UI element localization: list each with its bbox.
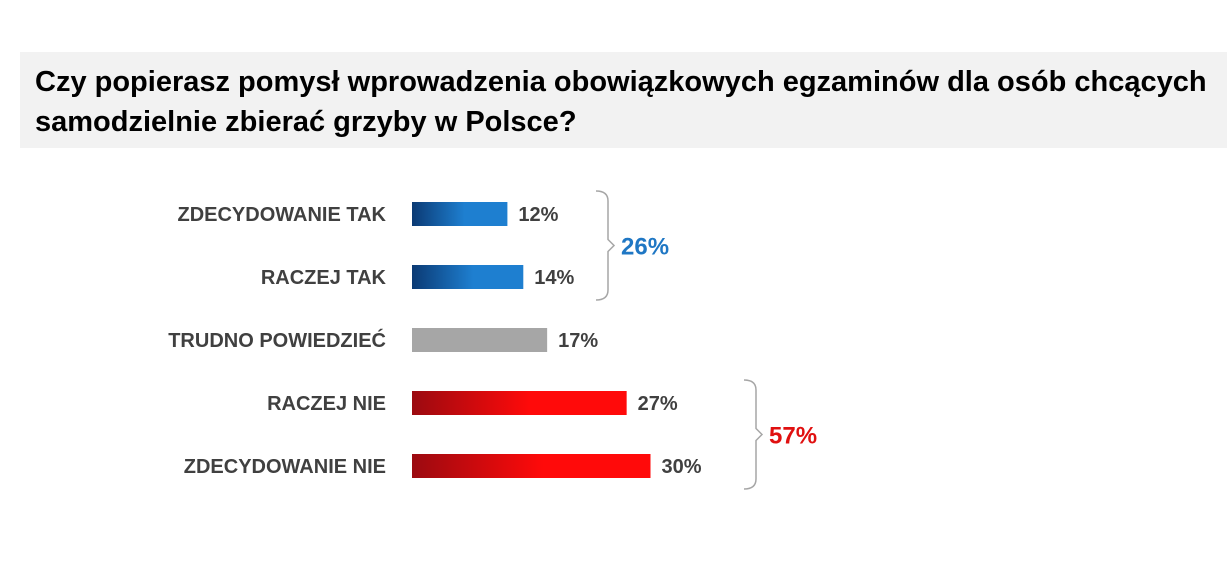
title-band: Czy popierasz pomysł wprowadzenia obowią… [20, 52, 1227, 148]
group-bracket [595, 190, 616, 301]
bar [412, 202, 508, 226]
value-label: 12% [518, 204, 558, 226]
value-label: 17% [558, 330, 598, 352]
value-label: 14% [534, 267, 574, 289]
group-bracket [743, 379, 764, 490]
category-label: ZDECYDOWANIE NIE [184, 456, 386, 478]
value-label: 30% [662, 456, 702, 478]
bar [412, 265, 524, 289]
category-label: TRUDNO POWIEDZIEĆ [168, 328, 386, 352]
category-label: ZDECYDOWANIE TAK [177, 204, 386, 226]
group-total-label: 26% [621, 234, 669, 261]
value-label: 27% [638, 393, 678, 415]
bar [412, 391, 627, 415]
chart-title: Czy popierasz pomysł wprowadzenia obowią… [35, 66, 1207, 138]
bar [412, 454, 651, 478]
category-label: RACZEJ TAK [261, 267, 387, 289]
group-total-label: 57% [769, 423, 817, 450]
category-label: RACZEJ NIE [267, 393, 386, 415]
bar [412, 328, 548, 352]
